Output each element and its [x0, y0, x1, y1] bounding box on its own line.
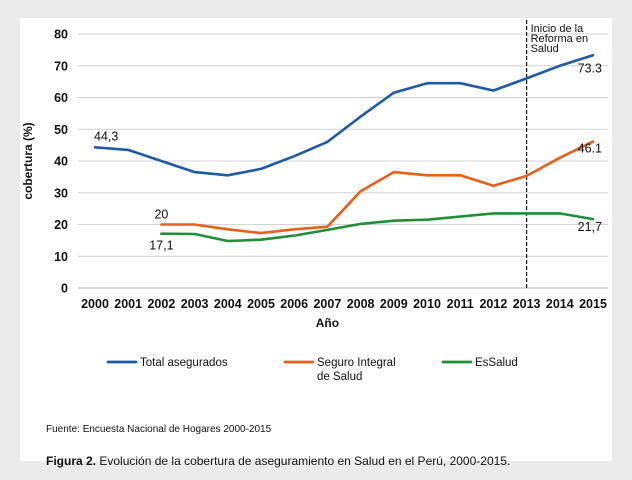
caption-text: Evolución de la cobertura de aseguramien… — [96, 454, 511, 468]
x-tick-label: 2015 — [579, 297, 607, 311]
data-label: 21,7 — [578, 220, 602, 234]
y-tick-label: 70 — [54, 59, 68, 73]
y-tick-label: 60 — [54, 91, 68, 105]
legend-label: Total asegurados — [140, 357, 228, 369]
figure-panel: 0 10 20 30 40 50 60 70 80 2000 2001 2002 2003 2004 200… — [20, 18, 612, 468]
x-tick-label: 2007 — [313, 297, 341, 311]
legend-label: Seguro Integral — [317, 357, 396, 369]
y-tick-label: 10 — [54, 250, 68, 264]
x-tick-label: 2010 — [413, 297, 441, 311]
x-tick-label: 2006 — [280, 297, 308, 311]
y-tick-label: 80 — [54, 28, 68, 42]
data-label: 73.3 — [578, 61, 602, 75]
y-tick-label: 50 — [54, 123, 68, 137]
x-tick-label: 2005 — [247, 297, 275, 311]
y-axis-title: cobertura (%) — [21, 122, 35, 199]
x-tick-label: 2014 — [546, 297, 574, 311]
y-tick-label: 0 — [61, 282, 68, 296]
x-tick-label: 2012 — [479, 297, 507, 311]
x-tick-label: 2003 — [181, 297, 209, 311]
series-line-1 — [160, 140, 595, 235]
x-tick-label: 2004 — [214, 297, 242, 311]
legend-label: de Salud — [317, 371, 362, 383]
x-tick-label: 2011 — [447, 297, 474, 311]
series-line-0 — [93, 54, 595, 177]
caption-label: Figura 2. — [46, 454, 97, 468]
data-label: 46.1 — [578, 142, 602, 156]
data-label: 17,1 — [149, 239, 173, 253]
reform-annotation: Inicio de la — [531, 23, 584, 35]
line-chart: 0 10 20 30 40 50 60 70 80 2000 2001 2002 2003 2004 200… — [21, 20, 608, 383]
series-line-2 — [160, 212, 595, 243]
x-tick-label: 2008 — [347, 297, 375, 311]
x-tick-label: 2001 — [114, 297, 142, 311]
source-note: Fuente: Encuesta Nacional de Hogares 200… — [46, 424, 272, 435]
x-tick-label: 2000 — [81, 297, 109, 311]
reform-annotation: Reforma en — [531, 33, 588, 45]
figure-caption: Figura 2. Evolución de la cobertura de a… — [46, 454, 510, 468]
data-label: 20 — [154, 208, 168, 222]
x-tick-label: 2013 — [513, 297, 541, 311]
x-axis-title: Año — [316, 316, 339, 330]
y-tick-label: 20 — [54, 218, 68, 232]
x-tick-label: 2002 — [147, 297, 175, 311]
y-tick-label: 30 — [54, 186, 68, 200]
y-tick-label: 40 — [54, 155, 68, 169]
x-tick-label: 2009 — [380, 297, 408, 311]
legend-label: EsSalud — [475, 357, 518, 369]
data-label: 44,3 — [94, 129, 118, 143]
reform-annotation: Salud — [531, 43, 559, 55]
